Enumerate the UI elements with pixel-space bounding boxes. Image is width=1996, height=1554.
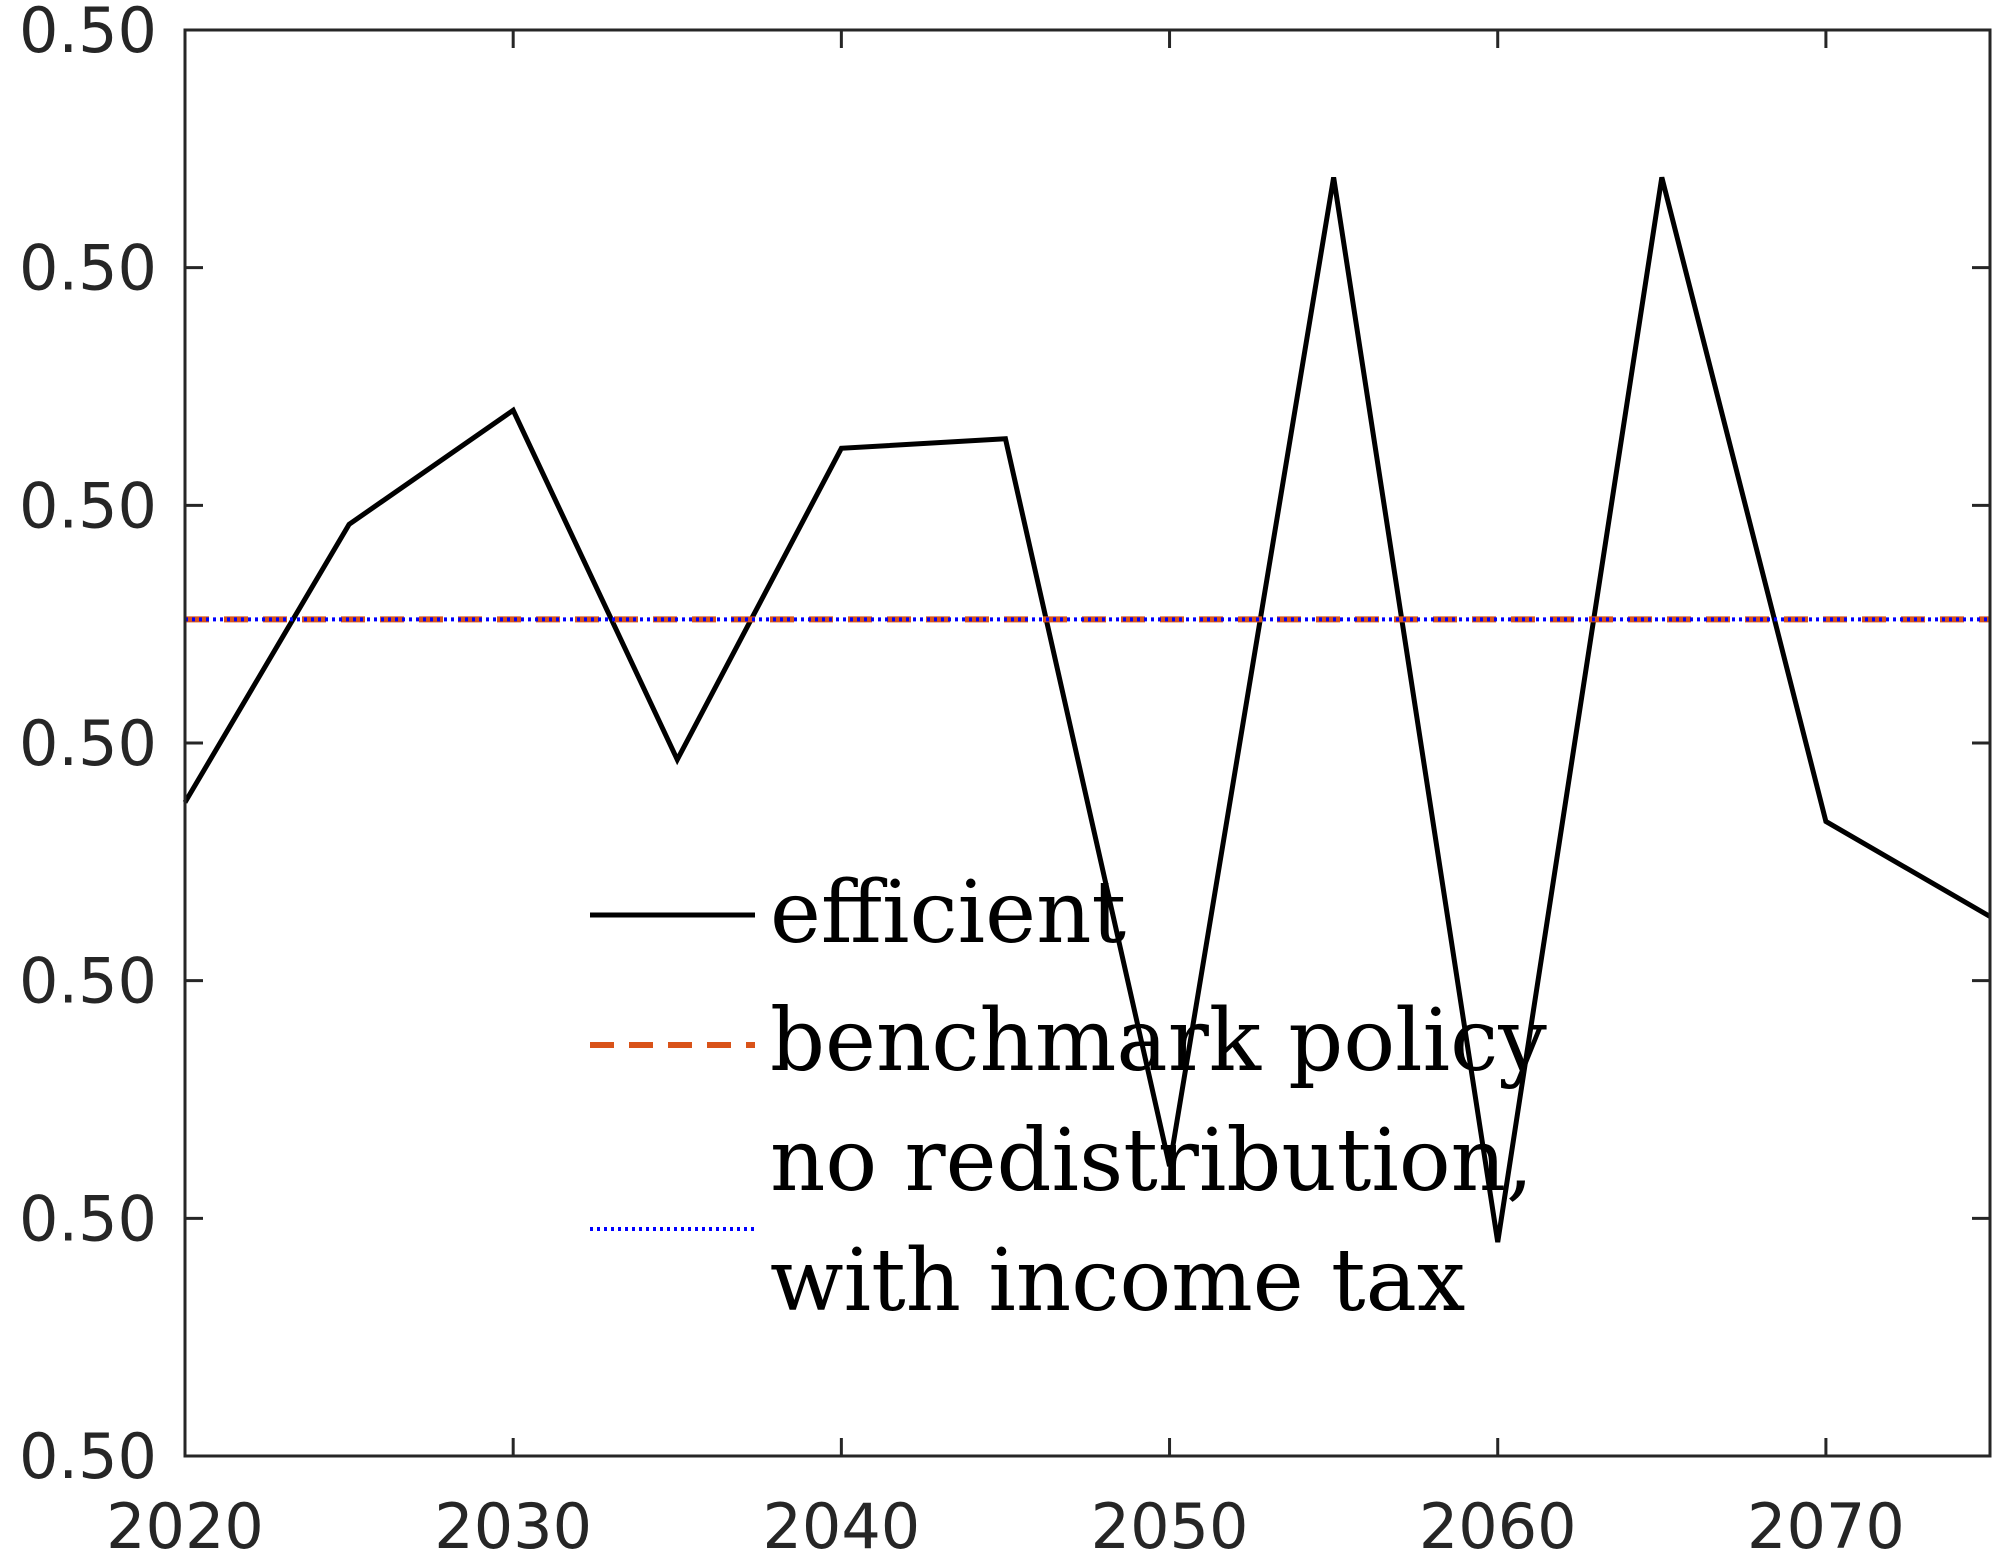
y-tick-label: 0.50 [19, 469, 157, 542]
plot-lines [182, 176, 1992, 1243]
y-tick-label: 0.50 [19, 0, 157, 67]
y-tick-label: 0.50 [19, 232, 157, 305]
y-tick-label: 0.50 [19, 707, 157, 780]
x-tick-label: 2050 [1091, 1490, 1249, 1554]
legend-label-efficient: efficient [770, 863, 1126, 963]
legend-label-no-redistribution-line1: no redistribution, [770, 1111, 1533, 1211]
x-tick-label: 2040 [762, 1490, 920, 1554]
y-tick-label: 0.50 [19, 945, 157, 1018]
y-tick-label: 0.50 [19, 1420, 157, 1493]
y-tick-label: 0.50 [19, 1182, 157, 1255]
legend-label-no-redistribution-line2: with income tax [770, 1231, 1465, 1331]
legend: efficient benchmark policy no redistribu… [590, 863, 1547, 1331]
series-line-efficient [182, 176, 1992, 1243]
x-tick-label: 2070 [1747, 1490, 1905, 1554]
x-tick-label: 2030 [434, 1490, 592, 1554]
x-axis: 2020 2030 2040 2050 2060 2070 [106, 30, 1905, 1554]
y-axis: 0.50 0.50 0.50 0.50 0.50 0.50 0.50 [19, 0, 1990, 1493]
x-tick-label: 2020 [106, 1490, 264, 1554]
x-tick-label: 2060 [1419, 1490, 1577, 1554]
legend-label-benchmark-policy: benchmark policy [770, 991, 1547, 1091]
